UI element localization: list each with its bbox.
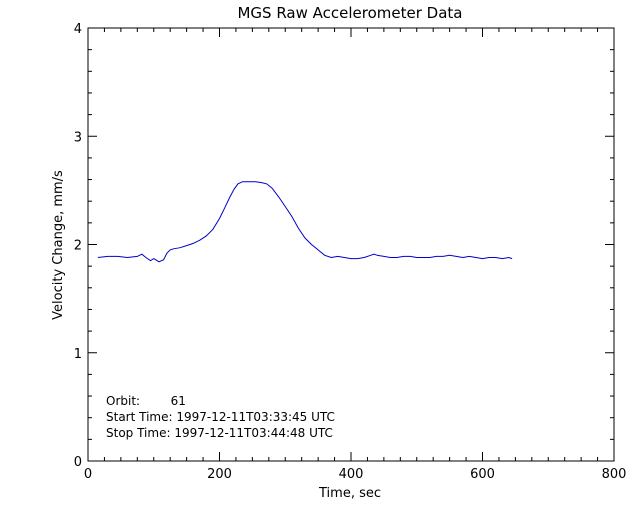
velocity-series-line xyxy=(97,181,513,263)
x-tick-label: 600 xyxy=(470,467,495,482)
y-tick-label: 4 xyxy=(74,22,82,37)
chart-title: MGS Raw Accelerometer Data xyxy=(237,4,462,22)
y-tick-labels: 0 1 2 3 4 xyxy=(74,22,82,470)
x-tick-labels: 0 200 400 600 800 xyxy=(84,467,627,482)
y-tick-label: 3 xyxy=(74,130,82,145)
x-axis-label: Time, sec xyxy=(318,486,381,501)
x-tick-label: 200 xyxy=(207,467,232,482)
x-tick-label: 400 xyxy=(339,467,364,482)
orbit-annotation: Orbit: 61 xyxy=(106,394,186,408)
y-tick-label: 2 xyxy=(74,239,82,254)
y-axis-label: Velocity Change, mm/s xyxy=(51,170,66,320)
x-tick-label: 800 xyxy=(602,467,627,482)
axis-ticks xyxy=(87,27,615,462)
start-time-annotation: Start Time: 1997-12-11T03:33:45 UTC xyxy=(106,410,335,424)
y-tick-label: 0 xyxy=(74,455,82,470)
y-tick-label: 1 xyxy=(74,347,82,362)
x-tick-label: 0 xyxy=(84,467,92,482)
stop-time-annotation: Stop Time: 1997-12-11T03:44:48 UTC xyxy=(106,426,333,440)
